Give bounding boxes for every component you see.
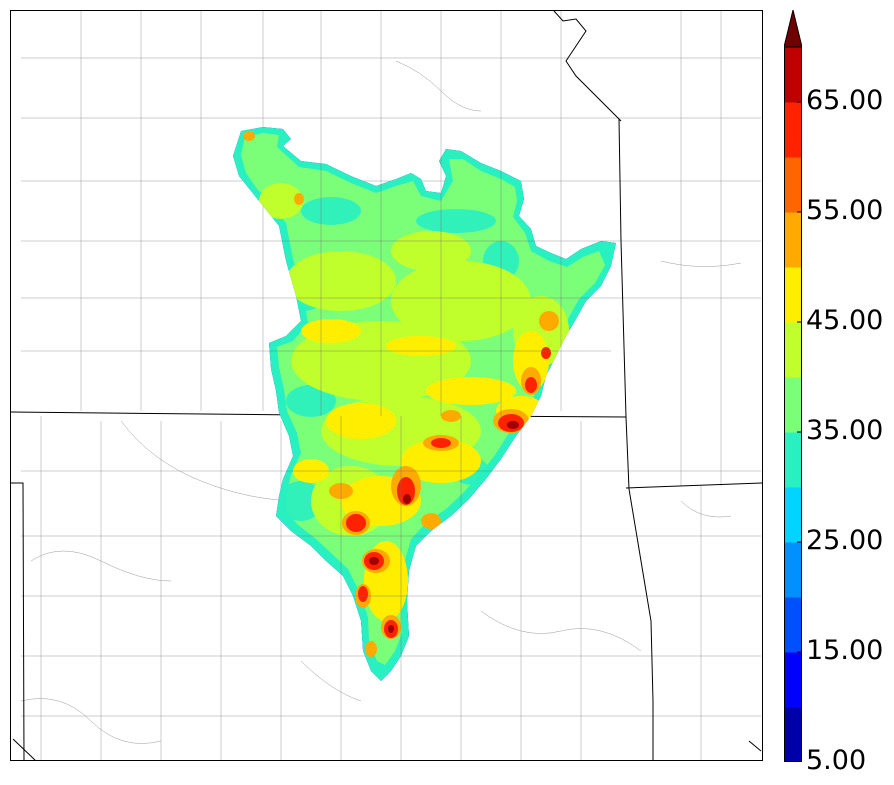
colorbar-segment [784, 707, 802, 762]
colorbar-tick-label-55: 55.00 [806, 195, 884, 226]
colorbar-segment [784, 377, 802, 433]
county-boundaries-overlay [233, 151, 616, 681]
colorbar-tick-label-45: 45.00 [806, 305, 884, 336]
map-svg [11, 11, 762, 760]
colorbar-segment [784, 542, 802, 598]
colorbar-segment [784, 267, 802, 323]
colorbar-segment [784, 432, 802, 488]
colorbar-tick-label-5: 5.00 [806, 745, 867, 776]
map-panel [10, 10, 763, 761]
colorbar-segment [784, 102, 802, 158]
colorbar [784, 10, 802, 762]
colorbar-tick-label-15: 15.00 [806, 635, 884, 666]
colorbar-segment [784, 212, 802, 268]
colorbar-tick-label-35: 35.00 [806, 415, 884, 446]
colorbar-segment [784, 652, 802, 708]
colorbar-segment [784, 157, 802, 213]
colorbar-extend-arrow [784, 10, 802, 48]
colorbar-tick-label-25: 25.00 [806, 525, 884, 556]
colorbar-segment [784, 597, 802, 653]
colorbar-outline [784, 46, 802, 762]
colorbar-segment [784, 487, 802, 543]
colorbar-segment [784, 322, 802, 378]
colorbar-tick-label-65: 65.00 [806, 85, 884, 116]
colorbar-segment [784, 47, 802, 103]
reflectivity-swath [233, 127, 616, 681]
